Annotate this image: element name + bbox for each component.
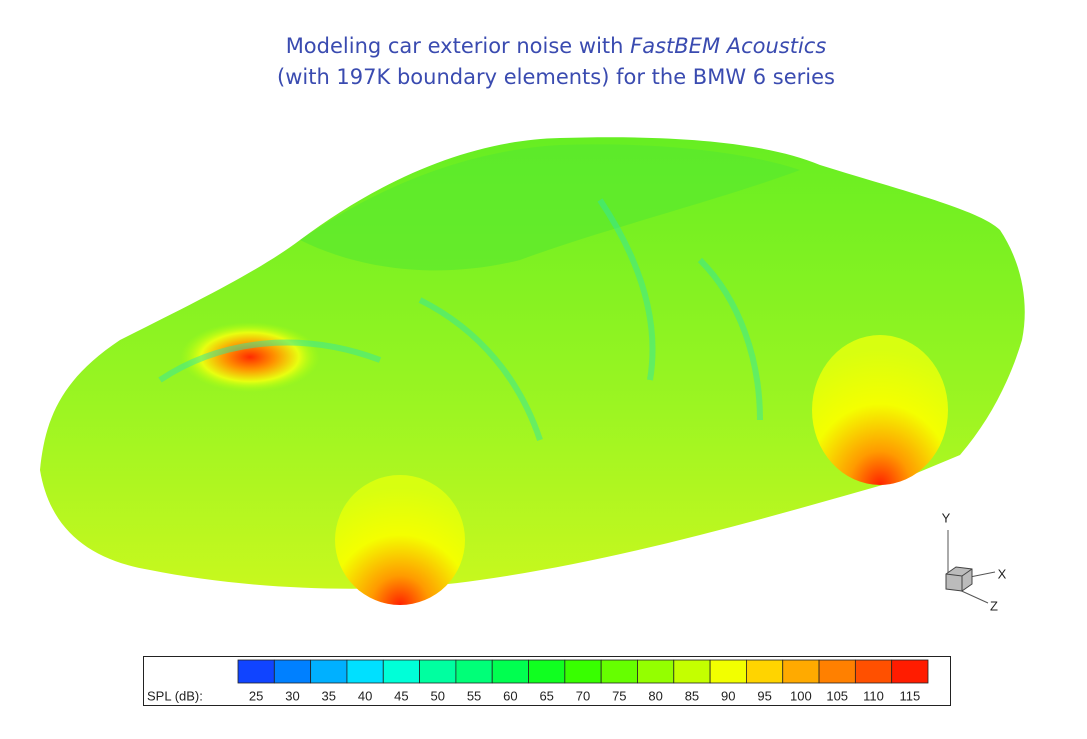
colorbar-tick-label: 30 xyxy=(285,688,299,703)
colorbar-segment xyxy=(273,659,312,684)
colorbar-tick-label: 65 xyxy=(539,688,553,703)
colorbar-tick-label: 55 xyxy=(467,688,481,703)
colorbar-segment xyxy=(854,659,893,684)
title-line-1: Modeling car exterior noise with FastBEM… xyxy=(0,34,1087,58)
colorbar-tick-label: 90 xyxy=(721,688,735,703)
colorbar-tick-label: 60 xyxy=(503,688,517,703)
colorbar-segment xyxy=(491,659,529,684)
x-axis-label: X xyxy=(998,566,1007,581)
colorbar-segment xyxy=(673,659,711,684)
colorbar-tick-label: 75 xyxy=(612,688,626,703)
colorbar-tick-label: 110 xyxy=(863,688,884,703)
z-axis-label: Z xyxy=(990,598,998,613)
colorbar-segment xyxy=(746,659,784,684)
colorbar-segment xyxy=(600,659,638,684)
title-line-2: (with 197K boundary elements) for the BM… xyxy=(277,65,835,89)
colorbar-tick-label: 50 xyxy=(431,688,445,703)
colorbar-segment xyxy=(382,659,420,684)
colorbar-tick-label: 80 xyxy=(648,688,662,703)
title-software: FastBEM Acoustics xyxy=(630,34,827,58)
colorbar-segment xyxy=(637,659,675,684)
colorbar-segment xyxy=(564,659,602,684)
colorbar-tick-label: 45 xyxy=(394,688,408,703)
colorbar: SPL (dB): 25 30 35 40 45 50 55 60 65 70 75 80 85 90 95… xyxy=(143,656,951,706)
title-text: Modeling car exterior noise with xyxy=(285,34,631,58)
colorbar-segment xyxy=(782,659,820,684)
colorbar-tick-label: 100 xyxy=(790,688,812,703)
colorbar-tick-label: 85 xyxy=(685,688,699,703)
car-model xyxy=(40,137,1025,605)
colorbar-segment xyxy=(419,659,457,684)
colorbar-tick-label: 25 xyxy=(249,688,263,703)
colorbar-segment xyxy=(528,659,566,684)
colorbar-tick-label: 40 xyxy=(358,688,372,703)
colorbar-tick-label: 70 xyxy=(576,688,590,703)
axis-triad: Y X Z xyxy=(942,510,1007,613)
colorbar-segment xyxy=(237,659,275,684)
colorbar-segment xyxy=(310,659,348,684)
colorbar-tick-label: 95 xyxy=(757,688,771,703)
colorbar-segment xyxy=(455,659,493,684)
colorbar-segment xyxy=(818,659,856,684)
y-axis-label: Y xyxy=(942,510,951,525)
colorbar-segment xyxy=(891,659,929,684)
colorbar-segment xyxy=(346,659,384,684)
colorbar-tick-label: 35 xyxy=(322,688,336,703)
colorbar-tick-label: 105 xyxy=(826,688,848,703)
colorbar-tick-label: 115 xyxy=(899,688,920,703)
colorbar-label: SPL (dB): xyxy=(147,688,203,703)
colorbar-segment xyxy=(709,659,747,684)
